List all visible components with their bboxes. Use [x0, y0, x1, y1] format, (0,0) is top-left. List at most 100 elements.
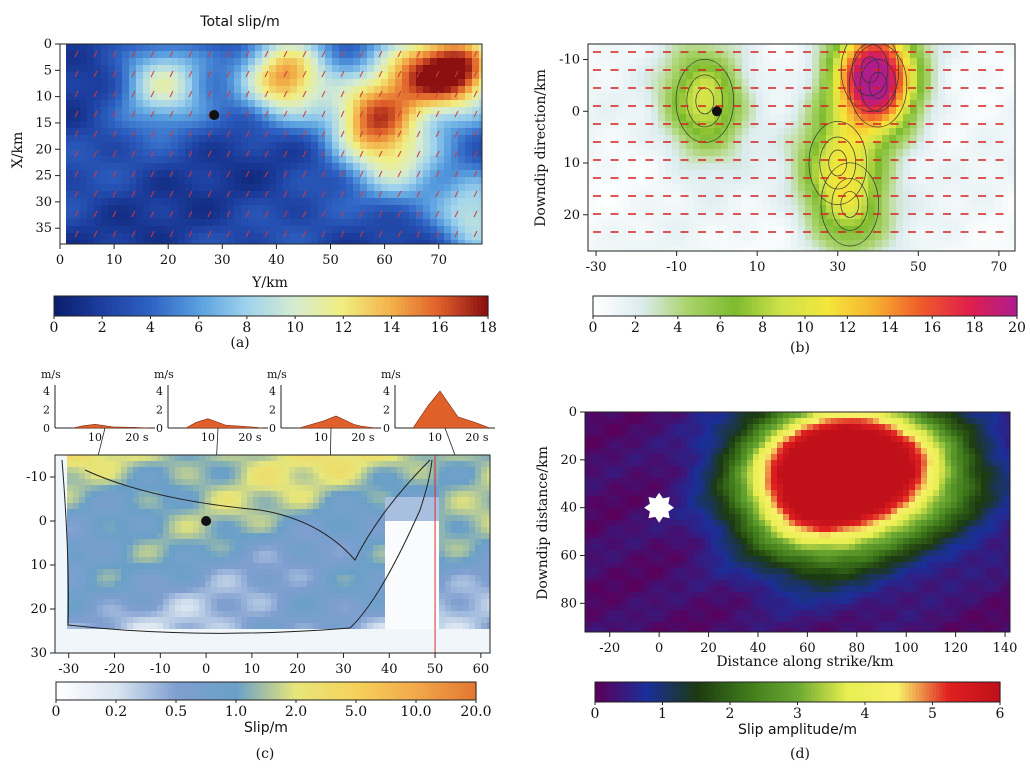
chart-c-xtick-7: 40	[381, 662, 398, 677]
chart-a-xtick-3: 30	[214, 253, 231, 268]
chart-b-cbar-tick-4: 8	[758, 320, 767, 336]
chart-b-cbar-tick-3: 6	[716, 320, 725, 336]
chart-a-xtick-4: 40	[268, 253, 285, 268]
chart-c-ytick-2: 10	[30, 558, 47, 573]
chart-b-ylabel: Downdip direction/km	[533, 69, 549, 227]
chart-c-inset-0-ytick-2: 4	[43, 385, 50, 398]
chart-d-xlabel: Distance along strike/km	[716, 654, 893, 670]
chart-a-cbar-tick-3: 6	[194, 320, 203, 336]
chart-a-cbar-tick-1: 2	[98, 320, 107, 336]
chart-c-inset-0-xtick-1: 20 s	[125, 431, 148, 444]
chart-a-cbar-tick-2: 4	[146, 320, 155, 336]
chart-d-ytick-4: 80	[560, 596, 577, 611]
chart-c-inset-1-xtick-1: 20 s	[238, 431, 261, 444]
chart-d-ylabel: Downdip distance/km	[535, 446, 551, 600]
chart-d-cbar-tick-1: 1	[658, 706, 667, 722]
chart-c-xtick-0: -30	[58, 662, 79, 677]
chart-c-inset-0-xtick-0: 10	[88, 431, 102, 444]
chart-c-cbar-tick-7: 20.0	[460, 704, 491, 720]
chart-b-ytick-1: 0	[572, 104, 580, 119]
chart-b-xtick-5: 70	[991, 260, 1008, 275]
chart-c-xtick-9: 60	[473, 662, 490, 677]
chart-b-cbar-tick-2: 4	[673, 320, 682, 336]
chart-c-inset-3-ylabel: m/s	[381, 368, 401, 381]
chart-c-inset-2-ytick-1: 2	[269, 404, 276, 417]
chart-c-inset-2-ylabel: m/s	[267, 368, 287, 381]
chart-d-cbar-title: Slip amplitude/m	[738, 722, 857, 738]
chart-d-cbar-tick-5: 5	[928, 706, 937, 722]
chart-b-ytick-2: 10	[563, 156, 580, 171]
chart-d-xtick-7: 120	[943, 641, 968, 656]
chart-a-ytick-6: 30	[35, 195, 52, 210]
chart-d-xtick-0: -20	[599, 641, 620, 656]
chart-b-xtick-0: -30	[586, 260, 607, 275]
chart-d-xtick-2: 20	[700, 641, 717, 656]
chart-b-cbar-tick-10: 20	[1008, 320, 1026, 336]
chart-c-xtick-5: 20	[289, 662, 306, 677]
chart-c-hypocenter-mark	[201, 516, 211, 526]
chart-a-xlabel: Y/km	[251, 275, 288, 291]
chart-a-xtick-6: 60	[376, 253, 393, 268]
chart-c-cbar-tick-1: 0.2	[105, 704, 127, 720]
chart-b-cbar-tick-1: 2	[631, 320, 640, 336]
chart-c-ytick-4: 30	[30, 646, 47, 661]
chart-c-cbar-tick-4: 2.0	[285, 704, 307, 720]
chart-c-ytick-1: 0	[39, 514, 47, 529]
chart-d-xtick-8: 140	[993, 641, 1018, 656]
chart-c-xtick-6: 30	[335, 662, 352, 677]
chart-a-cbar-tick-6: 12	[334, 320, 352, 336]
chart-c-inset-3-pointer	[445, 428, 455, 455]
chart-c-ytick-0: -10	[26, 470, 47, 485]
chart-c-inset-0-ytick-0: 0	[43, 422, 50, 435]
chart-d-cbar-tick-0: 0	[591, 706, 600, 722]
chart-d-ytick-1: 20	[560, 453, 577, 468]
chart-c-inset-3-ytick-0: 0	[383, 422, 390, 435]
chart-c-inset-0-ytick-1: 2	[43, 404, 50, 417]
chart-b-ytick-0: -10	[559, 53, 580, 68]
chart-c-inset-2-xtick-0: 10	[314, 431, 328, 444]
chart-c-cbar-tick-6: 10.0	[400, 704, 431, 720]
chart-c-inset-3-xtick-1: 20 s	[465, 431, 488, 444]
chart-c-cbar-tick-0: 0	[52, 704, 61, 720]
chart-d-ytick-2: 40	[560, 501, 577, 516]
chart-c-xtick-8: 50	[427, 662, 444, 677]
chart-d-label: (d)	[790, 746, 810, 762]
chart-c-inset-3-ytick-1: 2	[383, 404, 390, 417]
chart-b-label: (b)	[790, 340, 810, 356]
chart-c-ytick-3: 20	[30, 602, 47, 617]
chart-a-xtick-0: 0	[56, 253, 64, 268]
chart-d-cbar-tick-6: 6	[996, 706, 1005, 722]
chart-a-ytick-1: 5	[44, 63, 52, 78]
chart-a-xtick-5: 50	[322, 253, 339, 268]
chart-a-cbar-tick-4: 8	[242, 320, 251, 336]
chart-c-inset-3-ytick-2: 4	[383, 385, 390, 398]
chart-d-ytick-0: 0	[569, 405, 577, 420]
chart-c-inset-1-ytick-2: 4	[156, 385, 163, 398]
chart-c-inset-3-stf	[413, 391, 490, 428]
chart-b-cbar-tick-8: 16	[923, 320, 941, 336]
chart-c-label: (c)	[256, 746, 275, 762]
chart-b-cbar-tick-5: 10	[796, 320, 814, 336]
chart-d-ytick-3: 60	[560, 548, 577, 563]
chart-c-xtick-3: 0	[202, 662, 210, 677]
chart-b-hypocenter-mark	[712, 106, 722, 116]
chart-d-xtick-1: 0	[655, 641, 663, 656]
chart-c-inset-1-ytick-1: 2	[156, 404, 163, 417]
chart-b-cbar-tick-7: 14	[881, 320, 899, 336]
chart-a-ytick-5: 25	[35, 169, 52, 184]
chart-a-xtick-2: 20	[160, 253, 177, 268]
chart-a-cbar-tick-8: 16	[431, 320, 449, 336]
chart-b-cbar-tick-0: 0	[589, 320, 598, 336]
chart-d-hypocenter-mark	[644, 493, 674, 523]
chart-a-cbar-tick-7: 14	[383, 320, 401, 336]
chart-c-xtick-2: -10	[150, 662, 171, 677]
chart-c-cbar-tick-5: 5.0	[345, 704, 367, 720]
chart-c-inset-2-ytick-2: 4	[269, 385, 276, 398]
chart-c-inset-0-ylabel: m/s	[41, 368, 61, 381]
chart-a-hypocenter-mark	[209, 110, 219, 120]
